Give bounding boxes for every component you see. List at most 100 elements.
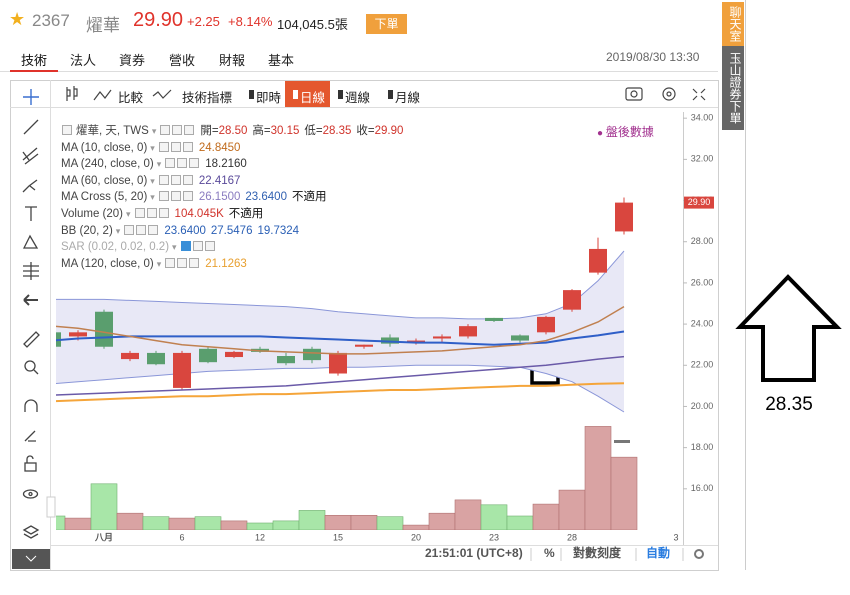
ma-line <box>56 382 625 403</box>
y-tick-label: 16.00 <box>691 483 714 493</box>
legend-value: 27.5476 <box>210 224 253 237</box>
legend-value: 28.50 <box>218 125 248 137</box>
legend-value: 22.4167 <box>198 174 241 187</box>
period-button[interactable]: 日線 <box>300 91 326 105</box>
line-tool[interactable] <box>23 119 39 135</box>
period-button[interactable]: 月線 <box>395 91 421 105</box>
annotation-arrow-large <box>735 274 842 382</box>
ma-line <box>56 305 625 355</box>
zoom-tool[interactable] <box>24 360 36 372</box>
broker-tab[interactable]: 玉山證券下單 <box>722 46 744 130</box>
legend-icon <box>158 191 169 202</box>
settings-icon[interactable] <box>662 87 676 101</box>
period-button[interactable]: 即時 <box>256 91 282 105</box>
y-tick-label: 18.00 <box>691 442 714 452</box>
brush-tool[interactable] <box>22 179 38 193</box>
y-tick-label: 24.00 <box>691 318 714 328</box>
compare-button[interactable]: 比較 <box>118 91 144 105</box>
candle-body <box>69 332 87 337</box>
volume-bar <box>56 515 66 530</box>
legend-value: 不適用 <box>291 191 327 204</box>
legend-row: MA (10, close, 0) ▾ 24.8450 <box>61 140 403 157</box>
legend-icon <box>182 174 193 185</box>
y-tick-label: 32.00 <box>691 154 714 164</box>
percent-toggle[interactable]: % <box>544 546 555 560</box>
indicators-button[interactable]: 技術指標 <box>182 91 233 105</box>
tab[interactable]: 營收 <box>169 53 196 68</box>
price: 29.90 <box>133 9 184 31</box>
candle-body <box>589 248 607 273</box>
legend-icon <box>177 257 188 268</box>
indicator-icon[interactable] <box>152 89 172 99</box>
volume-bar <box>298 510 326 530</box>
candle-body <box>563 290 581 310</box>
fullscreen-icon[interactable] <box>692 88 706 101</box>
pattern-tool[interactable] <box>22 234 39 249</box>
period-button[interactable]: 週線 <box>345 91 371 105</box>
tab-bar: 技術 法人 資券 營收 財報 基本 <box>0 49 718 72</box>
tab[interactable]: 基本 <box>268 53 295 68</box>
datetime: 2019/08/30 13:30 <box>606 50 700 64</box>
tab[interactable]: 財報 <box>219 53 246 68</box>
axis-settings[interactable] <box>694 549 704 559</box>
tab[interactable]: 資券 <box>119 53 146 68</box>
compare-icon[interactable] <box>93 89 112 101</box>
dropdown-icon: ▾ <box>172 242 177 253</box>
fib-tool[interactable] <box>22 147 39 165</box>
lock-draw-tool[interactable] <box>24 430 36 442</box>
lock-tool[interactable] <box>24 462 37 472</box>
candle-body <box>225 351 243 358</box>
collapse-handle[interactable] <box>46 496 56 518</box>
volume-bar <box>402 524 430 530</box>
dropdown-icon: ▾ <box>151 126 157 136</box>
candle-body <box>329 352 347 374</box>
candle-body <box>147 352 165 365</box>
volume-bar <box>480 504 508 530</box>
dropdown-icon: ▾ <box>126 208 131 219</box>
magnet-tool[interactable] <box>24 399 38 412</box>
volume-bar <box>272 520 300 530</box>
volume-bar <box>168 517 196 530</box>
auto-toggle[interactable]: 自動 <box>646 545 670 560</box>
ruler-tool[interactable] <box>23 331 40 348</box>
scroll-button[interactable] <box>12 549 50 569</box>
legend-icon <box>134 207 145 218</box>
order-button[interactable]: 下單 <box>366 14 407 34</box>
legend-row: MA (60, close, 0) ▾ 22.4167 <box>61 173 403 190</box>
chat-tab[interactable]: 聊天室 <box>722 2 744 46</box>
legend-icon <box>184 125 195 135</box>
candle-body <box>511 335 529 341</box>
candle-type-icon[interactable] <box>66 86 78 101</box>
legend-icon <box>146 207 157 218</box>
back-tool[interactable] <box>23 294 38 306</box>
left-toolbar <box>23 89 39 105</box>
legend-label: SAR (0.02, 0.02, 0.2) <box>61 241 170 254</box>
legend-value: 18.2160 <box>205 158 247 171</box>
legend-icon <box>180 241 191 252</box>
legend-label: Volume (20) <box>61 207 124 220</box>
x-tick-label: 6 <box>179 532 184 542</box>
stock-name: 燿華 <box>86 16 120 35</box>
side-divider <box>745 0 746 570</box>
volume-bar <box>116 512 144 530</box>
candle-body <box>537 316 555 333</box>
layers-tool[interactable] <box>22 525 40 539</box>
eye-tool[interactable] <box>22 489 39 499</box>
log-toggle[interactable]: 對數刻度 <box>573 545 622 560</box>
text-tool[interactable] <box>25 206 37 221</box>
measure-tool[interactable] <box>23 262 39 280</box>
volume-bar <box>142 516 170 530</box>
favorite-star[interactable]: ★ <box>9 9 26 29</box>
candle-body <box>95 311 113 347</box>
legend-icon <box>189 257 200 268</box>
period-icon <box>338 90 343 99</box>
tab[interactable]: 法人 <box>70 53 97 68</box>
legend-icon <box>189 158 200 169</box>
legend-key: 開= <box>200 125 219 137</box>
crosshair-tool[interactable] <box>23 89 39 105</box>
legend-key: 低= <box>304 125 323 137</box>
screenshot-icon[interactable] <box>625 87 643 101</box>
legend-icon <box>136 224 147 235</box>
tab[interactable]: 技術 <box>21 53 48 68</box>
